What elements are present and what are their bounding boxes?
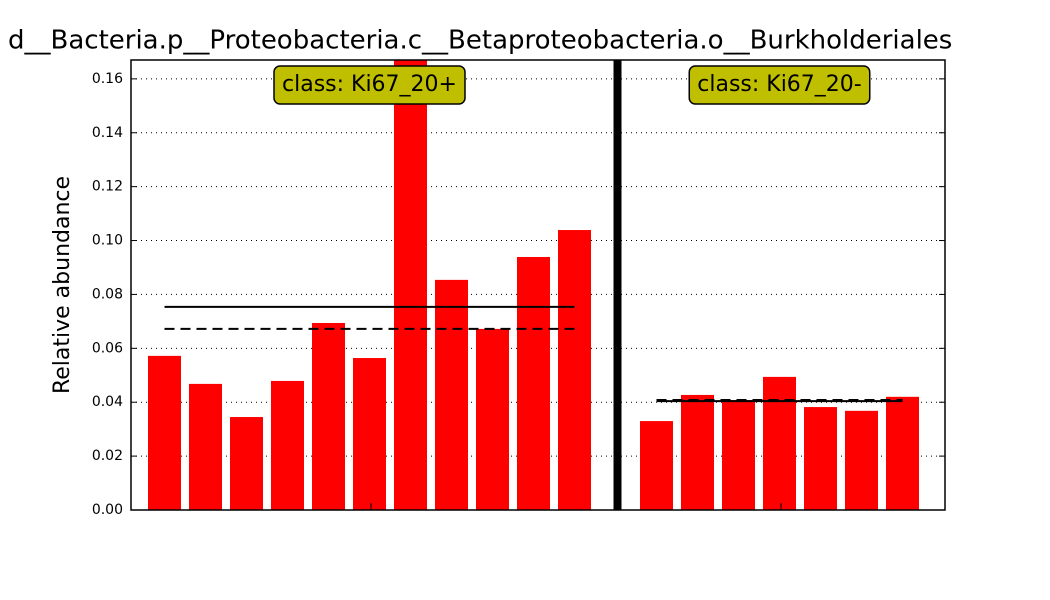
y-tick-label: 0.10 (92, 233, 123, 249)
bar (845, 410, 878, 510)
y-tick-label: 0.00 (92, 502, 123, 518)
group-separator (613, 60, 622, 510)
class-label: class: Ki67_20+ (282, 72, 457, 97)
bar (394, 60, 427, 510)
y-tick-label: 0.16 (92, 71, 123, 87)
y-tick-label: 0.12 (92, 179, 123, 195)
y-tick-label: 0.08 (92, 286, 123, 302)
bar (230, 417, 263, 510)
bar (763, 376, 796, 510)
plot-area (131, 60, 945, 510)
chart-title: d__Bacteria.p__Proteobacteria.c__Betapro… (8, 26, 952, 56)
bar (189, 383, 222, 510)
class-label-box (688, 65, 871, 105)
y-tick-label: 0.06 (92, 340, 123, 356)
bar (312, 322, 345, 510)
bar (148, 355, 181, 510)
bar (353, 358, 386, 510)
y-tick-label: 0.04 (92, 394, 123, 410)
bar (722, 400, 755, 510)
y-axis-label: Relative abundance (50, 176, 75, 394)
y-tick-label: 0.14 (92, 125, 123, 141)
bar (476, 328, 509, 510)
class-label-box (273, 65, 466, 105)
bar (558, 230, 591, 510)
bar (804, 407, 837, 510)
class-label: class: Ki67_20- (697, 72, 861, 97)
bar (640, 421, 673, 510)
plot-frame (130, 59, 946, 511)
bar (271, 380, 304, 510)
bar (435, 279, 468, 510)
bar (886, 396, 919, 510)
bar (681, 394, 714, 510)
y-tick-label: 0.02 (92, 448, 123, 464)
bar (517, 256, 550, 510)
